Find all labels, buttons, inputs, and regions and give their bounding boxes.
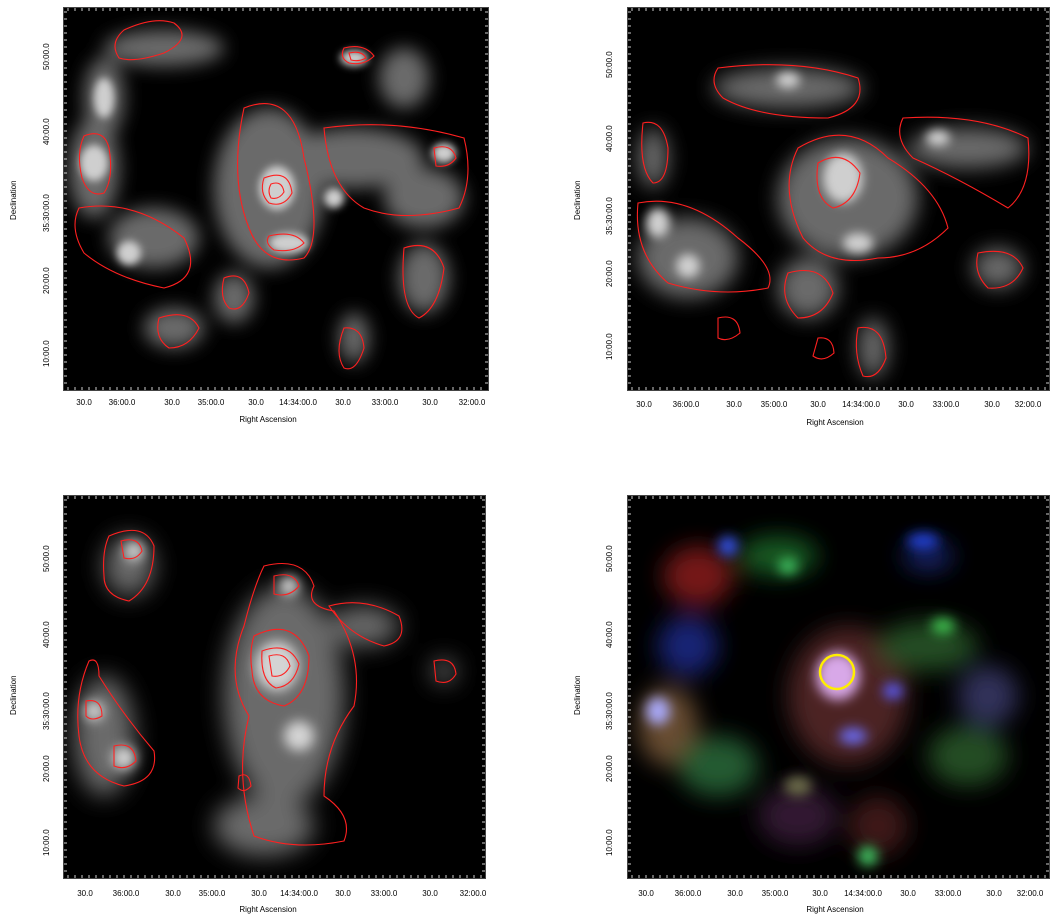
- x-tick-label: 14:34:00.0: [844, 889, 882, 898]
- y-tick-label: 35:30:00.0: [42, 194, 51, 232]
- x-tick-label: 14:34:00.0: [842, 400, 880, 409]
- y-tick-label: 10:00.0: [605, 829, 614, 856]
- frame-ticks: [628, 496, 1049, 878]
- y-axis-label: Declination: [573, 675, 582, 715]
- x-tick-label: 30.0: [638, 889, 654, 898]
- x-tick-label: 30.0: [810, 400, 826, 409]
- y-tick-label: 50:00.0: [605, 51, 614, 78]
- x-tick-label: 35:00.0: [760, 400, 788, 409]
- frame-ticks: [64, 8, 488, 390]
- y-tick-label: 50:00.0: [42, 43, 51, 70]
- x-tick-label: 30.0: [422, 889, 438, 898]
- x-tick-label: 32:00.0: [459, 889, 487, 898]
- y-tick-label: 10:00.0: [605, 333, 614, 360]
- x-tick-label: 35:00.0: [197, 398, 225, 407]
- y-tick-label: 40:00.0: [42, 621, 51, 648]
- grayscale-map: [69, 20, 469, 370]
- x-tick-label: 30.0: [164, 398, 180, 407]
- x-tick-label: 36:00.0: [108, 398, 136, 407]
- x-tick-label: 32:00.0: [1016, 889, 1044, 898]
- image-frame: [627, 7, 1050, 391]
- frame-ticks: [64, 496, 485, 878]
- x-tick-label: 30.0: [165, 889, 181, 898]
- x-axis-label: Right Ascension: [806, 418, 864, 427]
- x-tick-label: 30.0: [726, 400, 742, 409]
- x-tick-label: 33:00.0: [932, 400, 960, 409]
- y-tick-label: 20:00.0: [605, 755, 614, 782]
- x-tick-label: 33:00.0: [370, 889, 398, 898]
- y-tick-label: 40:00.0: [42, 118, 51, 145]
- x-tick-label: 30.0: [335, 889, 351, 898]
- y-axis-label: Declination: [573, 180, 582, 220]
- x-tick-label: 32:00.0: [1014, 400, 1042, 409]
- y-axis-label: Declination: [9, 180, 18, 220]
- image-frame: [63, 7, 489, 391]
- y-tick-label: 40:00.0: [605, 125, 614, 152]
- x-tick-label: 30.0: [984, 400, 1000, 409]
- x-axis-label: Right Ascension: [806, 905, 864, 914]
- y-tick-label: 20:00.0: [42, 267, 51, 294]
- grayscale-map: [74, 529, 457, 856]
- y-axis-label: Declination: [9, 675, 18, 715]
- x-tick-label: 30.0: [727, 889, 743, 898]
- y-tick-label: 35:30:00.0: [42, 692, 51, 730]
- y-tick-label: 20:00.0: [605, 260, 614, 287]
- x-tick-label: 35:00.0: [198, 889, 226, 898]
- y-tick-label: 35:30:00.0: [605, 692, 614, 730]
- y-tick-label: 40:00.0: [605, 621, 614, 648]
- frame-ticks: [628, 8, 1049, 390]
- x-tick-label: 30.0: [335, 398, 351, 407]
- x-tick-label: 30.0: [251, 889, 267, 898]
- y-tick-label: 20:00.0: [42, 755, 51, 782]
- x-tick-label: 30.0: [422, 398, 438, 407]
- y-tick-label: 35:30:00.0: [605, 197, 614, 235]
- x-tick-label: 32:00.0: [458, 398, 486, 407]
- x-tick-label: 35:00.0: [761, 889, 789, 898]
- x-tick-label: 30.0: [900, 889, 916, 898]
- y-tick-label: 50:00.0: [605, 545, 614, 572]
- x-tick-label: 30.0: [636, 400, 652, 409]
- y-tick-label: 10:00.0: [42, 829, 51, 856]
- x-tick-label: 30.0: [898, 400, 914, 409]
- image-frame: [627, 495, 1050, 879]
- x-tick-label: 33:00.0: [934, 889, 962, 898]
- grayscale-map: [636, 64, 1030, 378]
- x-tick-label: 36:00.0: [674, 889, 702, 898]
- x-tick-label: 30.0: [812, 889, 828, 898]
- y-tick-label: 50:00.0: [42, 545, 51, 572]
- x-axis-label: Right Ascension: [239, 415, 297, 424]
- x-tick-label: 30.0: [77, 889, 93, 898]
- x-tick-label: 36:00.0: [112, 889, 140, 898]
- x-tick-label: 30.0: [76, 398, 92, 407]
- x-tick-label: 30.0: [986, 889, 1002, 898]
- x-axis-label: Right Ascension: [239, 905, 297, 914]
- rgb-composite-map: [638, 533, 1018, 866]
- x-tick-label: 33:00.0: [371, 398, 399, 407]
- x-tick-label: 14:34:00.0: [279, 398, 317, 407]
- x-tick-label: 36:00.0: [672, 400, 700, 409]
- x-tick-label: 14:34:00.0: [280, 889, 318, 898]
- x-tick-label: 30.0: [248, 398, 264, 407]
- highlight-marker: [818, 653, 856, 691]
- image-frame: [63, 495, 486, 879]
- y-tick-label: 10:00.0: [42, 340, 51, 367]
